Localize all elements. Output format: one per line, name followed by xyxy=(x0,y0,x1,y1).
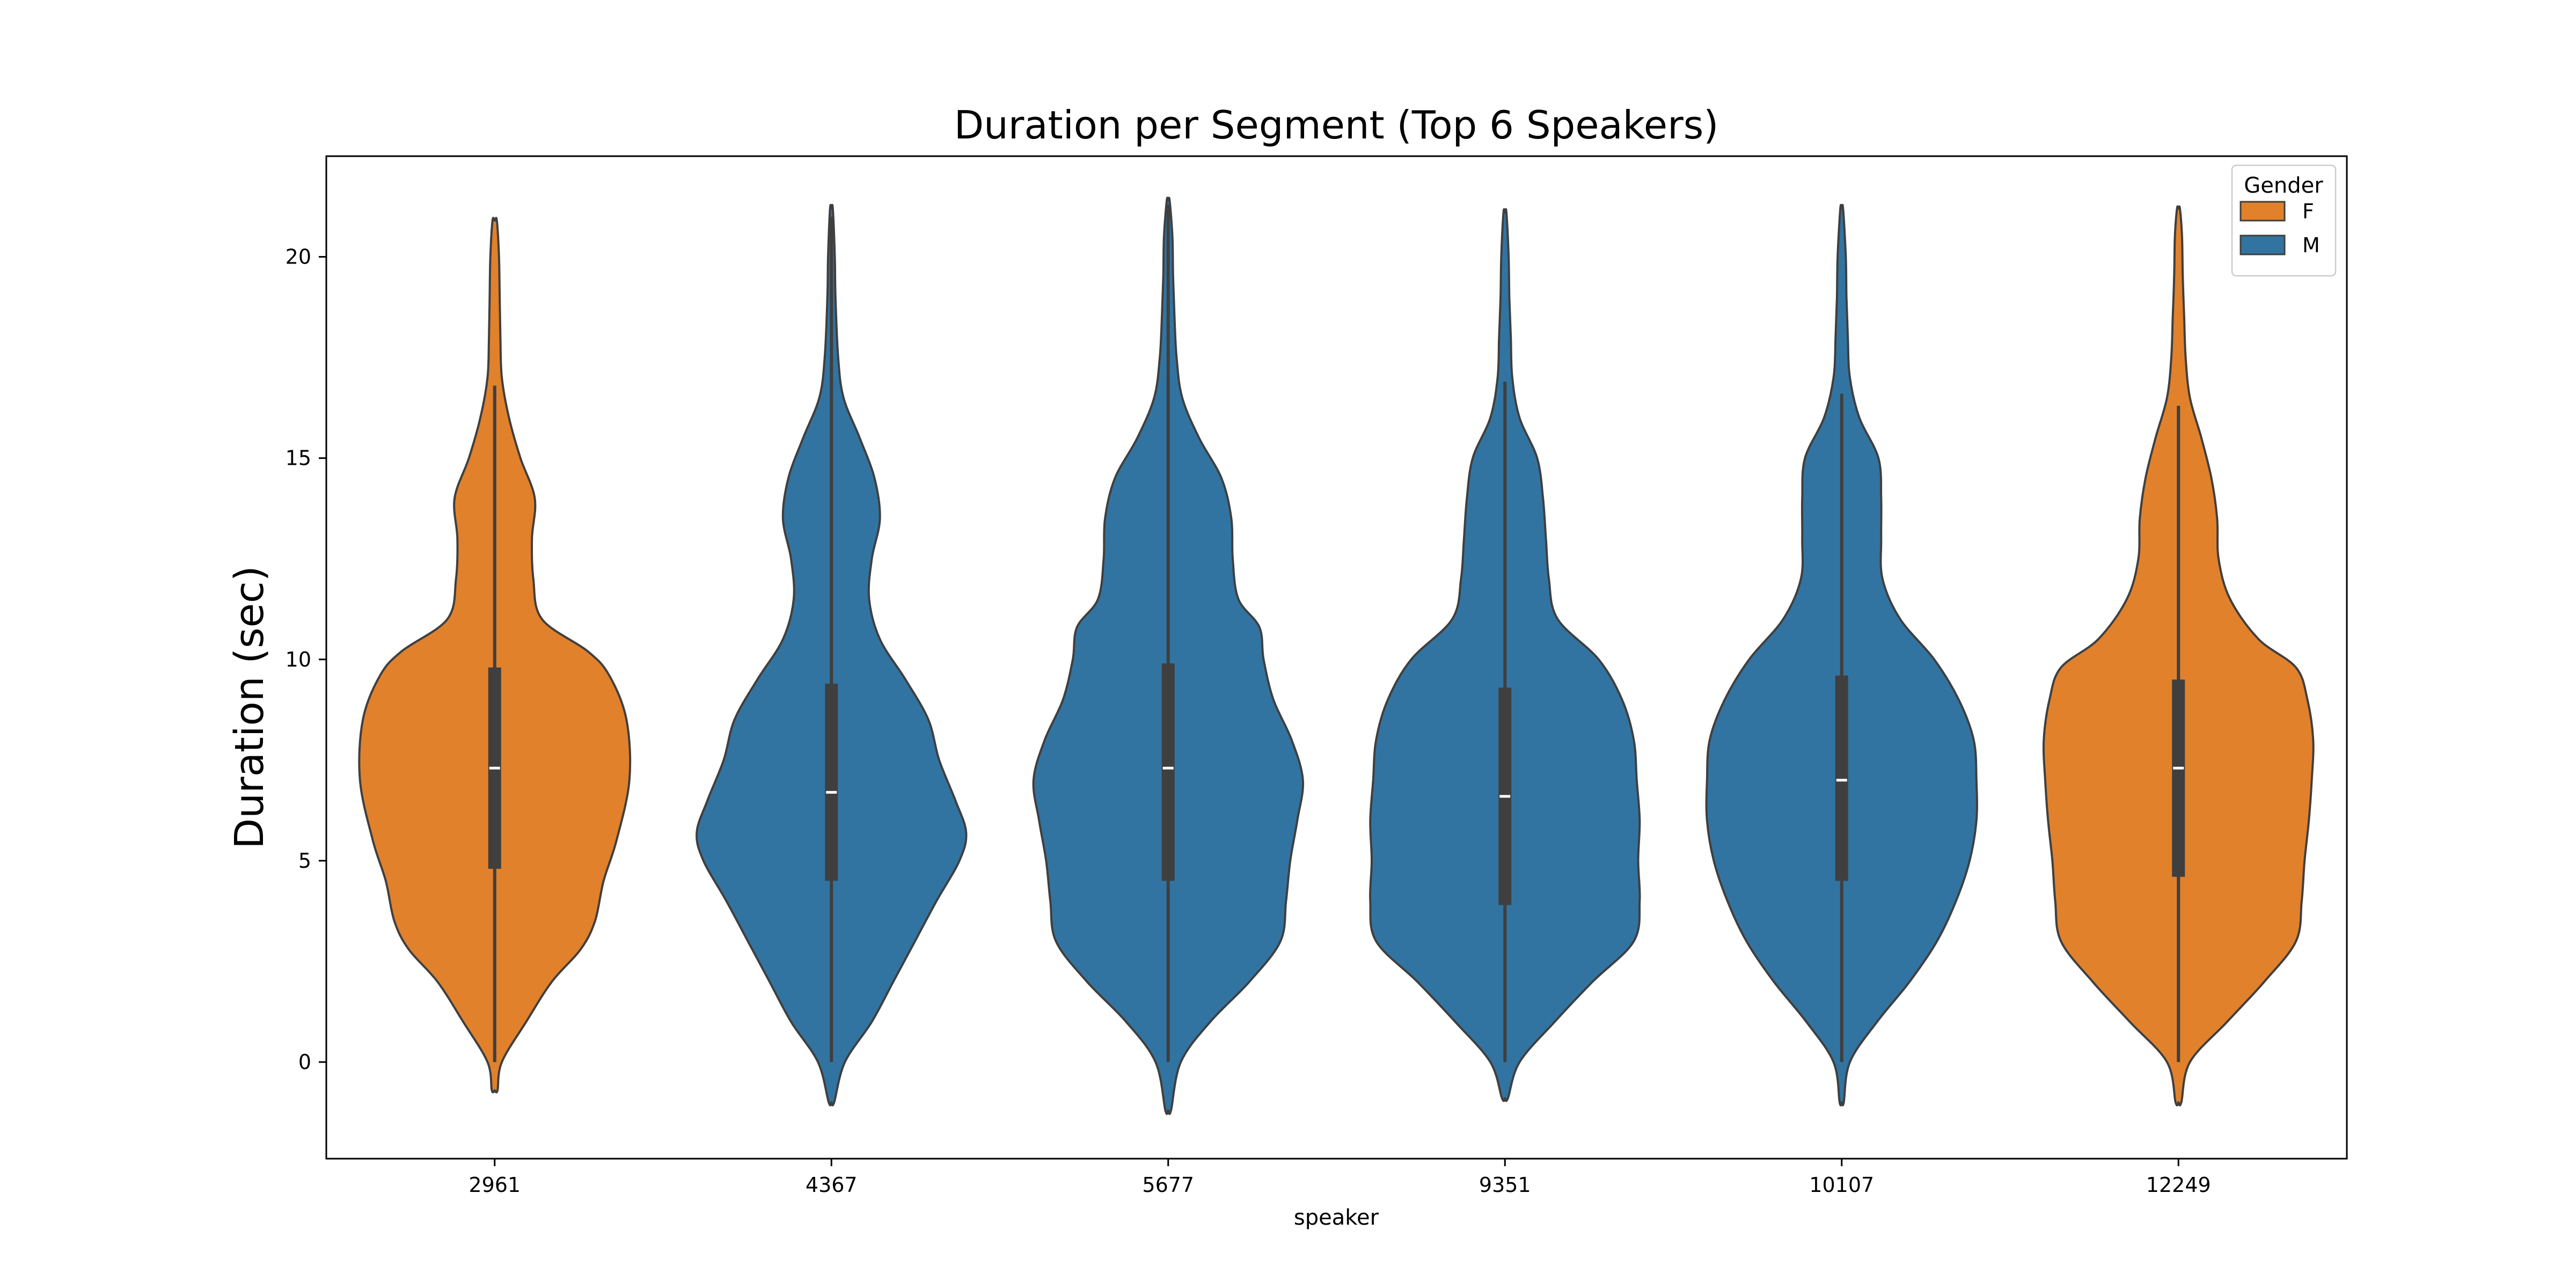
iqr-box-5677 xyxy=(1161,663,1175,881)
x-axis-label: speaker xyxy=(1294,1205,1379,1230)
y-axis-ticks: 0 5 10 15 20 xyxy=(286,245,326,1074)
legend-title: Gender xyxy=(2244,173,2323,198)
legend-swatch-F xyxy=(2240,201,2286,222)
legend-label-M: M xyxy=(2302,233,2320,257)
y-axis-label: Duration (sec) xyxy=(226,566,273,848)
x-tick-label: 10107 xyxy=(1809,1173,1874,1197)
chart-title: Duration per Segment (Top 6 Speakers) xyxy=(954,103,1719,148)
legend-label-F: F xyxy=(2302,200,2314,223)
y-tick-label: 0 xyxy=(298,1050,311,1074)
iqr-box-4367 xyxy=(825,683,838,881)
y-tick-label: 10 xyxy=(286,648,311,671)
x-tick-label: 9351 xyxy=(1479,1173,1531,1197)
y-tick-label: 15 xyxy=(286,447,311,470)
x-tick-label: 4367 xyxy=(806,1173,858,1197)
x-tick-label: 2961 xyxy=(469,1173,521,1197)
violins-layer xyxy=(358,196,2315,1115)
legend: Gender FM xyxy=(2231,164,2337,277)
y-tick-label: 5 xyxy=(298,849,311,873)
iqr-box-10107 xyxy=(1835,675,1848,881)
plot-frame xyxy=(325,155,2348,1160)
x-axis-ticks: 2961 4367 5677 9351 10107 12249 xyxy=(469,1159,2211,1197)
legend-swatch-M xyxy=(2240,235,2286,255)
x-tick-label: 12249 xyxy=(2146,1173,2211,1197)
iqr-box-12249 xyxy=(2172,679,2185,877)
y-tick-label: 20 xyxy=(286,245,311,269)
x-tick-label: 5677 xyxy=(1142,1173,1194,1197)
